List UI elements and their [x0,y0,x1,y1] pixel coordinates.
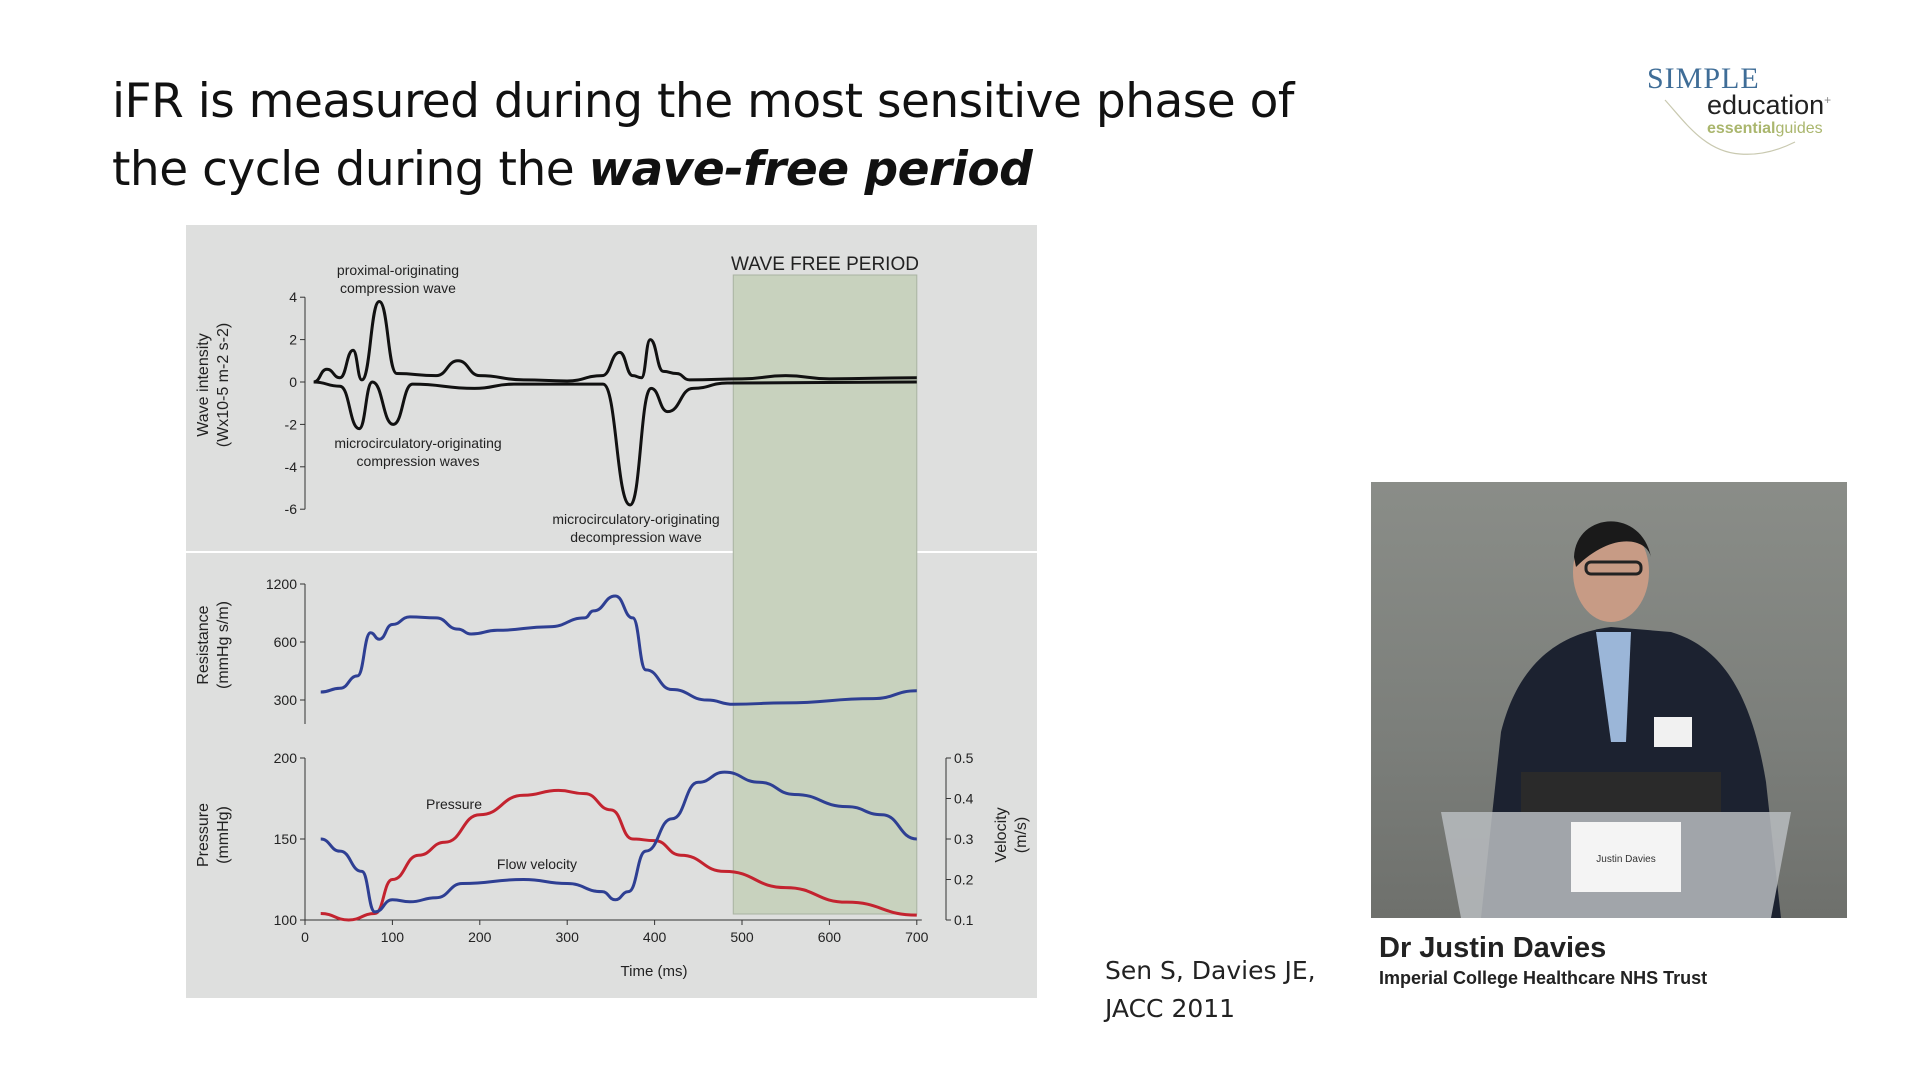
velocity-ylabel-line1: Velocity [993,807,1010,862]
annotation-proximal-line2: compression wave [340,280,456,296]
annotation-micro-decompression: microcirculatory-originating decompressio… [552,511,719,545]
resistance-line [320,594,917,706]
time-x-tick-label: 0 [301,929,309,945]
speaker-video: Justin Davies [1371,482,1847,918]
resistance-y-tick-label: 300 [274,692,298,708]
velocity-y-tick-label: 0.4 [954,791,974,807]
annotation-micro-decompression-line2: decompression wave [570,529,702,545]
wave-y-tick-label: 4 [289,289,297,305]
logo-education-text: education [1707,90,1825,120]
logo-plus: + [1824,93,1832,107]
flow-velocity-line [320,770,918,914]
resistance-ylabel-line1: Resistance [195,605,212,684]
time-x-tick-label: 100 [381,929,405,945]
citation: Sen S, Davies JE, JACC 2011 [1105,952,1316,1028]
title-line-2: the cycle during the wave-free period [112,136,1294,204]
time-x-tick-label: 300 [556,929,580,945]
wave-ylabel-line2: (Wx10-5 m-2 s-2) [215,323,232,447]
pressure-ylabel-line2: (mmHg) [215,806,232,864]
resistance-y-tick-label: 600 [274,634,298,650]
wave-y-tick-label: -4 [285,459,298,475]
wave-ylabel-line1: Wave intensity [195,333,212,436]
flow-velocity-series-label: Flow velocity [497,856,577,872]
resistance-ylabel-line2: (mmHg s/m) [215,601,232,689]
resistance-ylabel: Resistance (mmHg s/m) [195,601,232,689]
title-line-2-prefix: the cycle during the [112,142,589,197]
pressure-series-label: Pressure [426,796,482,812]
title-line-1: iFR is measured during the most sensitiv… [112,74,1294,129]
annotation-proximal-line1: proximal-originating [337,262,459,278]
logo-simple: SIMPLE [1647,62,1760,95]
simple-education-logo: SIMPLE education+ essentialguides [1645,62,1845,157]
time-xlabel: Time (ms) [621,963,688,980]
time-x-tick-label: 600 [818,929,842,945]
time-x-tick-label: 500 [730,929,754,945]
wave-y-tick-label: 2 [289,332,297,348]
velocity-y-tick-label: 0.5 [954,750,974,766]
annotation-proximal: proximal-originating compression wave [337,262,459,296]
time-x-tick-label: 200 [468,929,492,945]
wave-free-period-label: WAVE FREE PERIOD [731,254,919,275]
pressure-y-tick-label: 150 [274,831,298,847]
title-emphasis: wave-free period [588,142,1033,197]
slide-title: iFR is measured during the most sensitiv… [112,68,1294,204]
pressure-ylabel-line1: Pressure [195,803,212,867]
podium-name-card: Justin Davies [1596,854,1655,865]
pressure-y-tick-label: 100 [274,912,298,928]
logo-essential-guides: essentialguides [1707,120,1823,138]
wave-y-tick-label: 0 [289,374,297,390]
speaker-figure-icon: Justin Davies [1441,521,1791,918]
wave-y-tick-label: -6 [285,501,298,517]
citation-line-2: JACC 2011 [1105,994,1236,1023]
backward-wave-intensity-line [313,380,917,507]
velocity-ylabel-line2: (m/s) [1013,817,1030,853]
forward-wave-intensity-line [313,299,917,384]
time-x-tick-label: 700 [905,929,929,945]
annotation-micro-decompression-line1: microcirculatory-originating [552,511,719,527]
resistance-y-tick-label: 1200 [266,576,297,592]
annotation-micro-compression: microcirculatory-originating compression … [334,435,501,469]
velocity-y-tick-label: 0.1 [954,912,974,928]
annotation-micro-compression-line1: microcirculatory-originating [334,435,501,451]
wave-y-tick-label: -2 [285,416,298,432]
speaker-name: Dr Justin Davies [1379,932,1607,964]
time-x-tick-label: 400 [643,929,667,945]
pressure-line [320,788,917,922]
velocity-y-tick-label: 0.2 [954,872,974,888]
logo-guides: guides [1775,120,1823,137]
speaker-affiliation: Imperial College Healthcare NHS Trust [1379,968,1708,988]
pressure-ylabel: Pressure (mmHg) [195,803,232,867]
annotation-micro-compression-line2: compression waves [357,453,480,469]
velocity-y-tick-label: 0.3 [954,831,974,847]
logo-swoosh-icon [1664,99,1796,155]
wave-ylabel: Wave intensity (Wx10-5 m-2 s-2) [195,323,232,447]
citation-line-1: Sen S, Davies JE, [1105,956,1316,985]
velocity-ylabel: Velocity (m/s) [993,807,1030,862]
logo-essential: essential [1707,120,1776,137]
logo-education: education+ [1707,90,1831,121]
pressure-y-tick-label: 200 [274,750,298,766]
